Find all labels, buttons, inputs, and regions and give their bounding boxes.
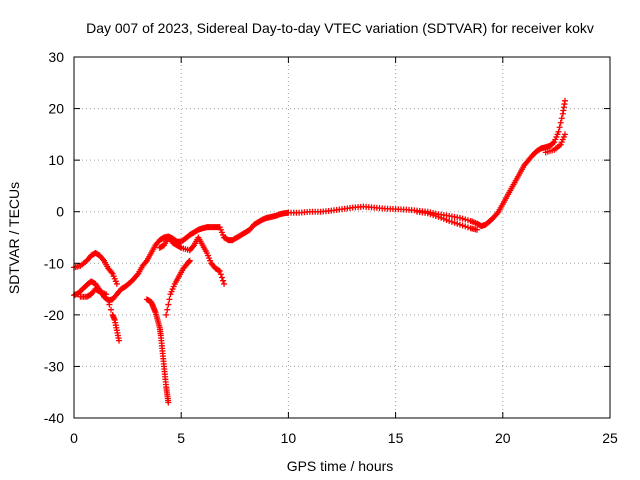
chart-title: Day 007 of 2023, Sidereal Day-to-day VTE… xyxy=(86,20,594,36)
data-point xyxy=(494,210,501,217)
data-point xyxy=(103,291,110,298)
data-point xyxy=(456,214,463,221)
data-point xyxy=(166,296,173,303)
data-point xyxy=(106,301,113,308)
y-tick-label: 20 xyxy=(48,101,64,117)
y-axis-label: SDTVAR / TECUs xyxy=(6,182,22,294)
x-tick-label: 20 xyxy=(495,430,511,446)
data-point xyxy=(459,215,466,222)
data-point xyxy=(108,269,115,276)
data-point xyxy=(440,215,447,222)
data-points xyxy=(71,97,568,406)
axis-ticks xyxy=(73,56,611,419)
data-point xyxy=(165,399,172,406)
data-point xyxy=(163,311,170,318)
y-tick-label: -10 xyxy=(44,255,64,271)
data-point xyxy=(556,124,563,131)
data-point xyxy=(218,274,225,281)
data-point xyxy=(134,271,141,278)
data-point xyxy=(474,226,481,233)
y-tick-label: -20 xyxy=(44,307,64,323)
data-point xyxy=(216,268,223,275)
data-point xyxy=(221,280,228,287)
data-point xyxy=(557,119,564,126)
data-point xyxy=(113,280,120,287)
data-point xyxy=(164,306,171,313)
y-tick-label: -40 xyxy=(44,410,64,426)
data-point xyxy=(462,223,469,230)
data-point xyxy=(451,219,458,226)
x-axis-label: GPS time / hours xyxy=(287,458,394,474)
data-point xyxy=(561,97,568,104)
data-point xyxy=(432,212,439,219)
data-point xyxy=(456,221,463,228)
data-point xyxy=(459,222,466,229)
data-point xyxy=(443,216,450,223)
data-point xyxy=(454,220,461,227)
data-point xyxy=(99,256,106,263)
data-point xyxy=(424,210,431,217)
x-tick-label: 0 xyxy=(70,430,78,446)
data-point xyxy=(438,214,445,221)
data-point xyxy=(558,115,565,122)
data-point xyxy=(189,243,196,250)
data-point xyxy=(464,217,471,224)
data-point xyxy=(220,277,227,284)
x-tick-label: 25 xyxy=(602,430,618,446)
data-point xyxy=(427,211,434,218)
data-point xyxy=(448,218,455,225)
x-tick-label: 15 xyxy=(388,430,404,446)
y-tick-label: -30 xyxy=(44,358,64,374)
data-point xyxy=(430,212,437,219)
data-point xyxy=(142,258,149,265)
plot-frame xyxy=(73,56,611,419)
data-point xyxy=(561,131,568,138)
x-tick-label: 10 xyxy=(281,430,297,446)
data-point xyxy=(104,296,111,303)
data-point xyxy=(186,257,193,264)
data-point xyxy=(555,128,562,135)
data-point xyxy=(107,306,114,313)
y-tick-label: 0 xyxy=(56,204,64,220)
y-tick-label: 10 xyxy=(48,152,64,168)
data-point xyxy=(165,301,172,308)
data-point xyxy=(116,337,123,344)
y-tick-labels: -40 -30 -20 -10 0 10 20 30 xyxy=(44,49,64,426)
data-point xyxy=(550,139,557,146)
data-point xyxy=(435,213,442,220)
data-point xyxy=(464,224,471,231)
data-point xyxy=(217,271,224,278)
x-tick-labels: 0 5 10 15 20 25 xyxy=(70,430,618,446)
data-point xyxy=(462,216,469,223)
x-tick-label: 5 xyxy=(177,430,185,446)
y-tick-label: 30 xyxy=(48,49,64,65)
data-point xyxy=(446,217,453,224)
grid-lines xyxy=(74,57,610,418)
